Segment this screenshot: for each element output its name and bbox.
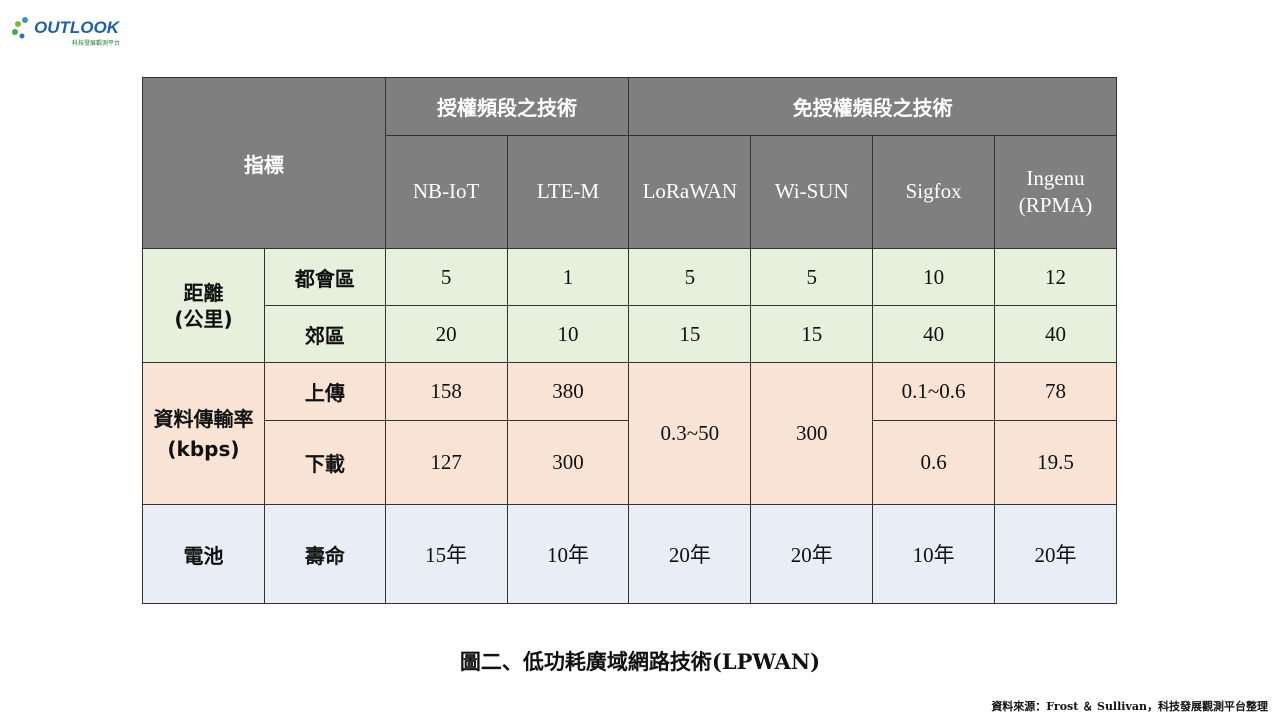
table-cell: 158 [384, 362, 508, 421]
table-cell: 20年 [628, 504, 752, 604]
table-cell: 78 [994, 362, 1117, 421]
tech-header-lorawan: LoRaWAN [642, 179, 738, 204]
indicator-header: 指標 [142, 77, 386, 249]
logo-text: OUTLOOK [34, 18, 119, 37]
logo-dots-icon [12, 17, 28, 39]
tech-header: Sigfox [872, 135, 996, 249]
urban-label: 都會區 [263, 248, 386, 306]
battery-life-label: 壽命 [263, 504, 386, 604]
figure-caption: 圖二、低功耗廣域網路技術(LPWAN) [459, 649, 821, 674]
logo-subtitle: 科技發展觀測平台 [72, 40, 121, 47]
table-cell: 20 [384, 305, 508, 363]
licensed-group-header: 授權頻段之技術 [384, 77, 630, 136]
table-cell: 10年 [506, 504, 630, 604]
upload-label: 上傳 [263, 362, 386, 421]
lpwan-table: 指標 授權頻段之技術 免授權頻段之技術 NB-IoT LTE-M LoRaWAN… [142, 77, 1117, 604]
distance-label-text: 距離 (公里) [174, 280, 233, 331]
rate-label-text: 資料傳輸率(kbps) [153, 406, 254, 461]
table-cell: 0.1~0.6 [872, 362, 996, 421]
download-label: 下載 [263, 420, 386, 505]
table-cell: 380 [506, 362, 630, 421]
table-cell: 1 [506, 248, 630, 306]
table-cell: 15 [750, 305, 874, 363]
table-cell: 5 [384, 248, 508, 306]
suburban-label: 郊區 [263, 305, 386, 363]
table-cell: 15 [628, 305, 752, 363]
battery-label: 電池 [142, 504, 265, 604]
table-cell: 300 [750, 362, 874, 505]
table-cell: 0.3~50 [628, 362, 752, 505]
table-cell: 0.6 [872, 420, 996, 505]
table-cell: 15年 [384, 504, 508, 604]
outlook-logo: OUTLOOK 科技發展觀測平台 [10, 12, 130, 47]
table-cell: 19.5 [994, 420, 1117, 505]
table-cell: 10 [506, 305, 630, 363]
table-cell: 5 [628, 248, 752, 306]
unlicensed-group-header: 免授權頻段之技術 [628, 77, 1117, 136]
tech-header: LTE-M [506, 135, 630, 249]
source-note: 資料來源：Frost ＆ Sullivan，科技發展觀測平台整理 [991, 700, 1268, 713]
rate-label: 資料傳輸率(kbps) [142, 362, 265, 505]
table-cell: 5 [750, 248, 874, 306]
table-cell: 10年 [872, 504, 996, 604]
table-cell: 10 [872, 248, 996, 306]
distance-label: 距離 (公里) [142, 248, 265, 363]
table-cell: 20年 [750, 504, 874, 604]
table-cell: 40 [994, 305, 1117, 363]
table-cell: 40 [872, 305, 996, 363]
table-cell: 300 [506, 420, 630, 505]
table-cell: 20年 [994, 504, 1117, 604]
table-cell: 127 [384, 420, 508, 505]
table-cell: 12 [994, 248, 1117, 306]
tech-header: Wi-SUN [750, 135, 874, 249]
tech-header: LoRaWAN [628, 135, 752, 249]
tech-header: NB-IoT [384, 135, 508, 249]
tech-header-ingenu: Ingenu (RPMA) [1018, 165, 1093, 217]
tech-header: Ingenu (RPMA) [994, 135, 1117, 249]
